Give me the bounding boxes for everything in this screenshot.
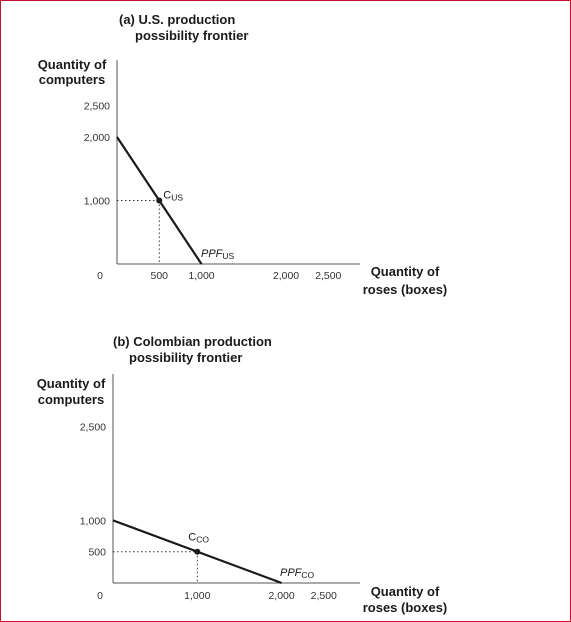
chart-b-x-tick-label: 1,000 [184, 590, 210, 602]
chart-b-y-tick-label: 2,500 [80, 422, 106, 434]
chart-b-x-axis-label-line1: Quantity of [371, 584, 440, 599]
chart-a-point-marker [156, 197, 163, 204]
chart-b-y-axis-label-line1: Quantity of [37, 376, 106, 391]
chart-a-y-axis-label-line1: Quantity of [38, 57, 107, 72]
chart-a-x-tick-label: 1,000 [188, 270, 214, 282]
chart-a-title-line2: possibility frontier [135, 28, 248, 43]
chart-b-point-marker [194, 548, 201, 555]
chart-a-title-line1: (a) U.S. production [119, 12, 235, 27]
chart-b-x-tick-label: 0 [97, 590, 103, 602]
chart-a-y-tick-label: 1,000 [84, 196, 110, 208]
chart-b-y-tick-label: 500 [88, 547, 106, 559]
chart-a-x-axis-label-line2: roses (boxes) [363, 282, 448, 297]
chart-b-point-label: CCO [188, 532, 209, 545]
chart-a-x-tick-label: 0 [97, 270, 103, 282]
chart-b-title-line2: possibility frontier [129, 350, 242, 365]
chart-b-y-axis-label-line2: computers [38, 392, 104, 407]
chart-a-x-tick-label: 500 [150, 270, 168, 282]
chart-a-x-tick-label: 2,000 [273, 270, 299, 282]
chart-a-x-axis-label-line1: Quantity of [371, 264, 440, 279]
chart-b-x-tick-label: 2,500 [311, 590, 337, 602]
chart-a-x-tick-label: 2,500 [315, 270, 341, 282]
chart-a-y-tick-label: 2,000 [84, 132, 110, 144]
chart-a-point-label: CUS [163, 190, 183, 203]
chart-b-title-line1: (b) Colombian production [113, 334, 272, 349]
chart-b-ppf-label: PPFCO [280, 567, 315, 580]
chart-a-ppf-label: PPFUS [201, 248, 235, 261]
chart-b-y-tick-label: 1,000 [80, 515, 106, 527]
chart-a-y-tick-label: 2,500 [84, 100, 110, 112]
chart-b-x-axis-label-line2: roses (boxes) [363, 600, 448, 615]
chart-b-x-tick-label: 2,000 [268, 590, 294, 602]
chart-a-y-axis-label-line2: computers [39, 72, 105, 87]
